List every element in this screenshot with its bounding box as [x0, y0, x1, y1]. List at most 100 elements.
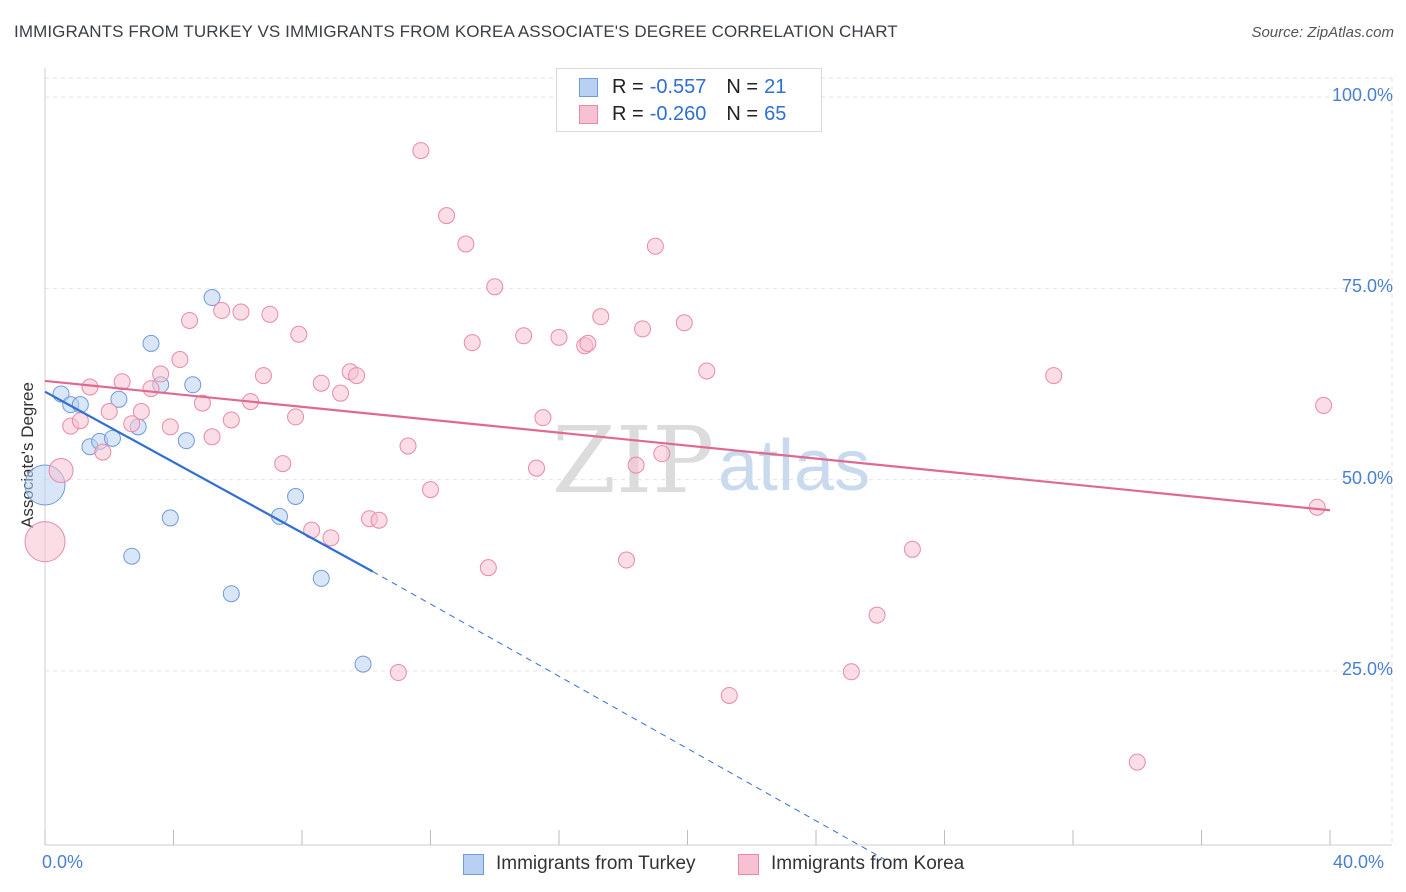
point-korea: [287, 408, 305, 426]
watermark: ZIP atlas: [552, 407, 870, 514]
point-korea: [213, 302, 231, 320]
point-korea: [312, 374, 330, 392]
legend-n-value: 21: [764, 75, 787, 98]
y-tick-label: 75.0%: [1341, 276, 1393, 297]
point-turkey: [184, 376, 202, 394]
legend-n-label: N =: [726, 102, 759, 125]
point-korea: [534, 409, 552, 427]
trendline-korea: [44, 379, 1331, 512]
point-korea: [389, 664, 407, 682]
point-turkey: [222, 585, 240, 603]
point-korea: [370, 511, 388, 529]
legend-row-korea: R = -0.260 N = 65: [579, 102, 786, 126]
series-legend-korea[interactable]: Immigrants from Korea: [738, 852, 964, 876]
legend-r-value: -0.557: [649, 75, 707, 98]
point-turkey: [287, 488, 305, 506]
y-tick-label: 100.0%: [1331, 85, 1393, 105]
series-swatch-turkey: [463, 853, 484, 875]
chart-title: IMMIGRANTS FROM TURKEY VS IMMIGRANTS FRO…: [14, 22, 898, 41]
legend-r-value: -0.260: [649, 102, 707, 125]
point-korea: [653, 445, 671, 463]
legend-r-label: R =: [612, 102, 644, 125]
point-korea: [132, 403, 150, 421]
point-korea: [48, 457, 74, 483]
point-korea: [903, 540, 921, 558]
point-korea: [868, 606, 886, 624]
series-swatch-korea: [738, 853, 759, 875]
point-turkey: [142, 334, 160, 352]
point-korea: [203, 428, 221, 446]
point-korea: [399, 437, 417, 455]
point-korea: [842, 663, 860, 681]
y-tick-label: 25.0%: [1341, 659, 1393, 679]
point-korea: [698, 362, 716, 380]
legend-swatch-korea: [579, 104, 598, 124]
point-turkey: [103, 429, 121, 447]
point-turkey: [161, 509, 179, 527]
point-korea: [627, 456, 645, 474]
point-korea: [181, 311, 199, 329]
source-credit: Source: ZipAtlas.com: [1251, 24, 1394, 41]
watermark-atlas: atlas: [718, 426, 870, 506]
point-korea: [24, 521, 66, 563]
point-korea: [550, 328, 568, 346]
point-korea: [646, 237, 664, 255]
point-korea: [1045, 367, 1063, 385]
legend-swatch-turkey: [579, 77, 598, 97]
x-tick-max: 40.0%: [1333, 852, 1385, 872]
point-turkey: [203, 289, 221, 307]
point-korea: [412, 142, 430, 160]
point-turkey: [123, 547, 141, 565]
x-tick-min: 0.0%: [42, 852, 84, 872]
point-turkey: [177, 432, 195, 450]
stats-legend: R = -0.557 N = 21 R = -0.260 N = 65: [556, 68, 822, 132]
axis-layer: [44, 68, 1392, 846]
point-korea: [142, 380, 160, 398]
legend-r-label: R =: [612, 75, 644, 98]
point-korea: [193, 394, 211, 412]
point-korea: [422, 481, 439, 499]
point-korea: [1128, 753, 1146, 771]
point-korea: [720, 686, 738, 704]
legend-n-value: 65: [764, 102, 787, 125]
point-korea: [274, 455, 292, 473]
point-korea: [254, 367, 272, 385]
point-korea: [322, 529, 340, 547]
point-korea: [71, 412, 89, 430]
y-tick-label: 50.0%: [1341, 467, 1393, 488]
trend-layer: [44, 379, 1331, 863]
point-korea: [94, 443, 112, 461]
series-label-korea: Immigrants from Korea: [771, 853, 965, 874]
point-korea: [222, 411, 240, 429]
trendline-extension-turkey: [372, 571, 891, 863]
point-korea: [675, 314, 693, 332]
point-korea: [123, 415, 141, 433]
point-korea: [438, 207, 456, 225]
point-korea: [486, 278, 504, 296]
points-layer: [24, 142, 1333, 771]
point-korea: [100, 403, 118, 421]
point-turkey: [110, 390, 128, 408]
point-korea: [579, 334, 597, 352]
legend-n-label: N =: [726, 75, 759, 98]
point-korea: [290, 325, 308, 343]
legend-row-turkey: R = -0.557 N = 21: [579, 75, 786, 99]
point-turkey: [312, 569, 330, 587]
series-legend-turkey[interactable]: Immigrants from Turkey: [463, 852, 696, 876]
point-korea: [171, 351, 189, 369]
series-label-turkey: Immigrants from Turkey: [496, 853, 696, 874]
point-korea: [332, 384, 350, 402]
point-korea: [617, 551, 635, 569]
point-korea: [152, 365, 170, 383]
point-korea: [463, 334, 481, 352]
point-korea: [1308, 498, 1326, 516]
point-korea: [528, 459, 546, 477]
point-korea: [1315, 396, 1333, 414]
point-turkey: [354, 655, 372, 673]
point-korea: [348, 367, 366, 385]
point-korea: [515, 327, 533, 345]
point-korea: [457, 235, 475, 253]
point-korea: [479, 559, 497, 577]
point-korea: [261, 305, 279, 323]
trendline-turkey: [44, 390, 374, 573]
